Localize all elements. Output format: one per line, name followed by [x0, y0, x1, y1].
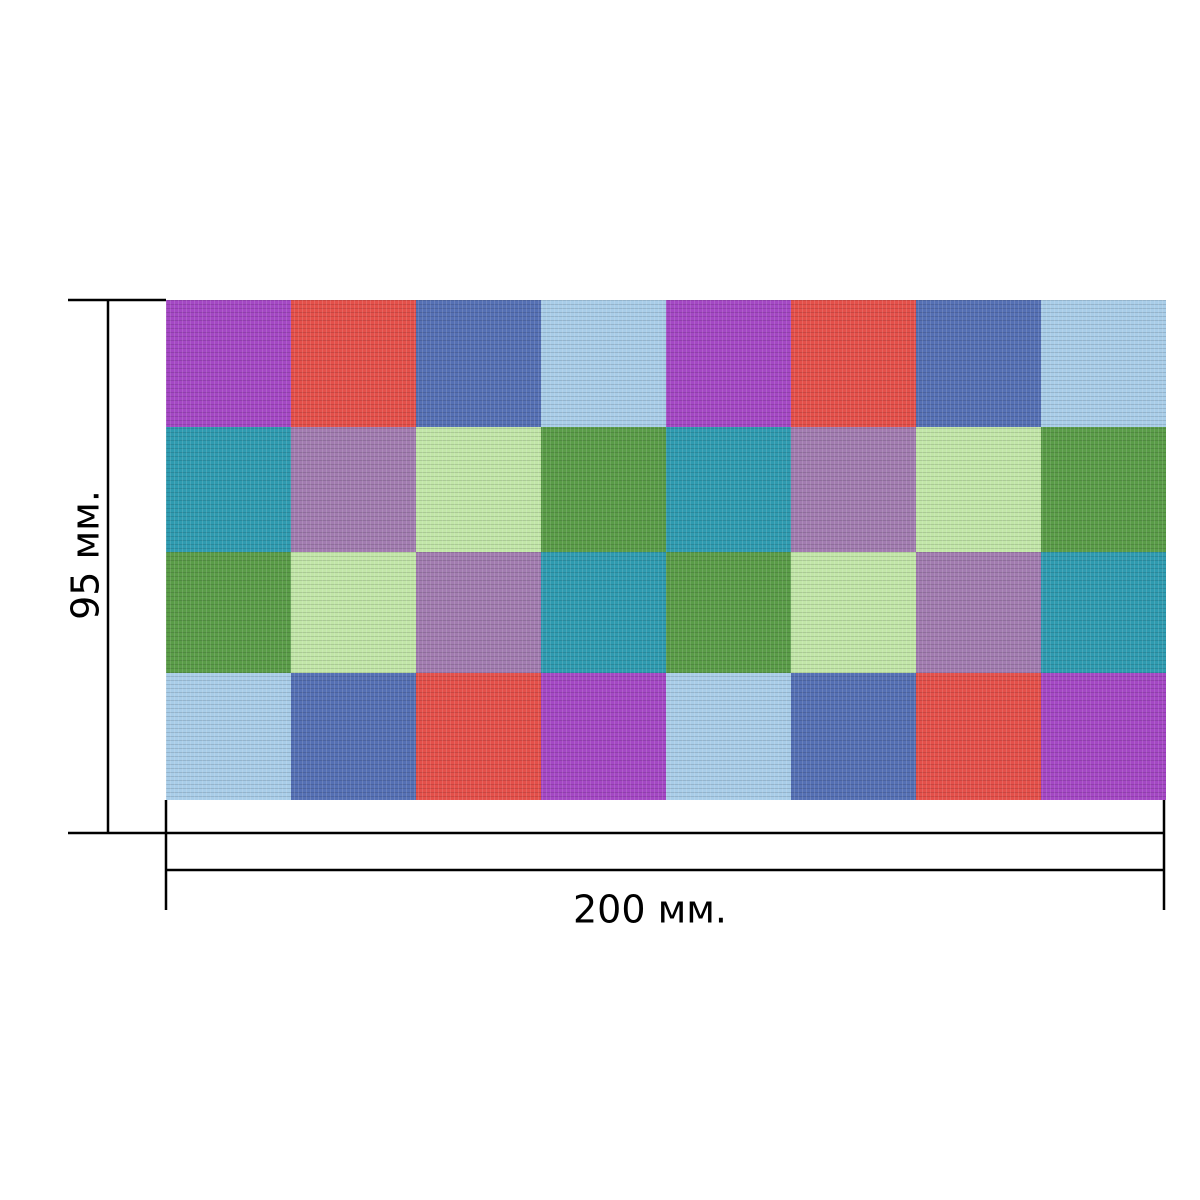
width-dimension: 200 мм.: [164, 800, 1166, 932]
fabric-texture: [166, 300, 1166, 800]
height-label: 95 мм.: [64, 490, 108, 620]
width-label: 200 мм.: [573, 888, 727, 932]
height-dimension: 95 мм.: [64, 298, 166, 835]
